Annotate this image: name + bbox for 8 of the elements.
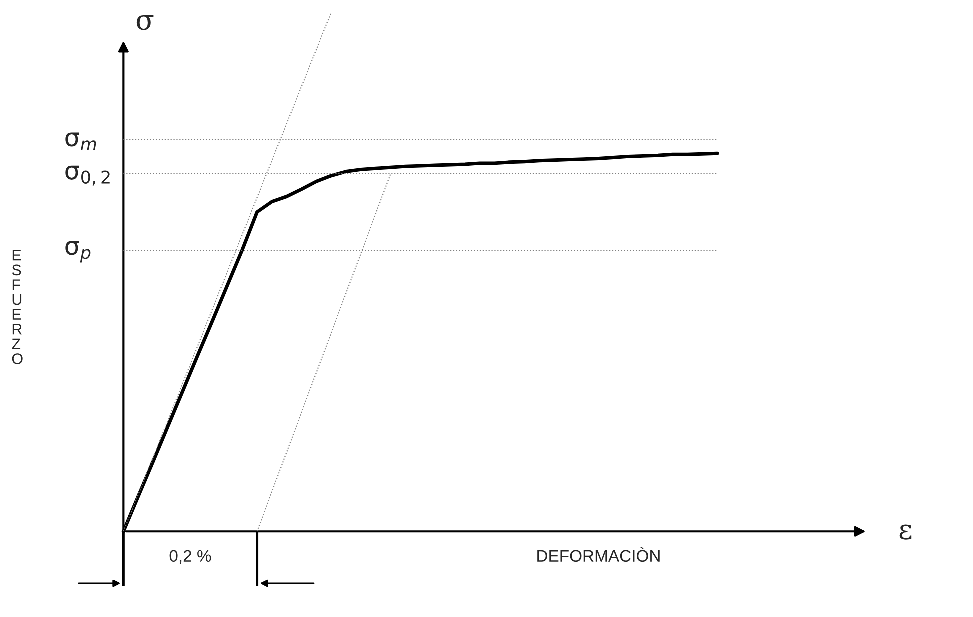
text: 0,2 % [170,550,212,564]
text: ESFUERZO [12,250,23,364]
ref-line-label: σ$_{p}$ [66,241,91,263]
annotation: σ [136,16,154,30]
ref-line-label: σ$_{m}$ [66,132,96,150]
text: ε [900,524,912,540]
text: DEFORMACIÒN [538,547,660,562]
ref-line-label: σ$_{0,2}$ [66,166,110,186]
